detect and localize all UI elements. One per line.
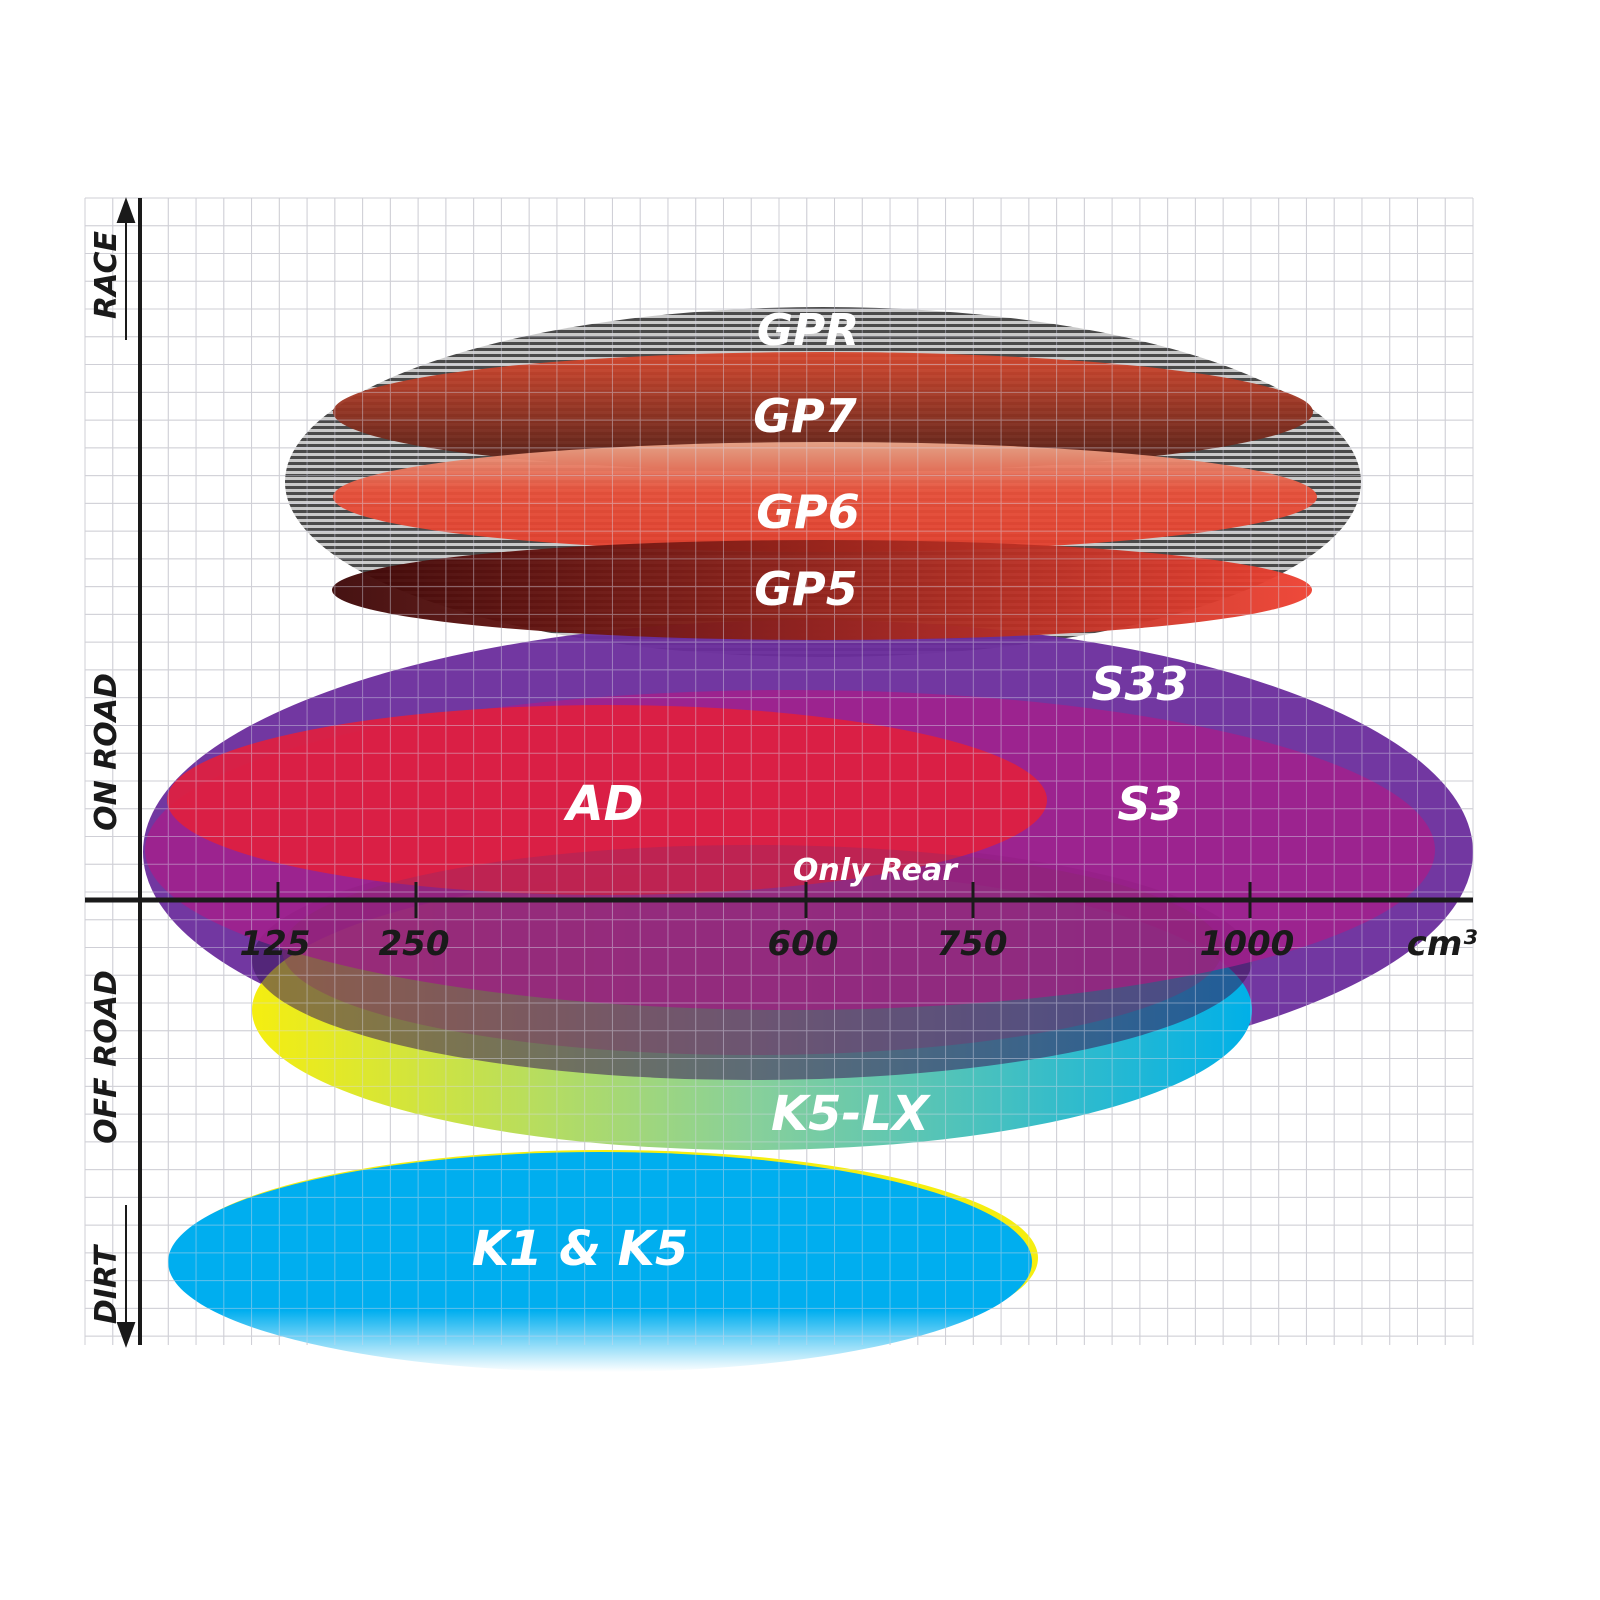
tick-label-600: 600 [768,924,839,964]
gp6-region [333,442,1317,552]
down-arrow-icon [116,1322,136,1348]
gpr-label: GPR [757,305,859,356]
x-ticks [276,882,1252,918]
gp7-region [333,352,1313,472]
grid-overlay [84,197,1474,1345]
tick-label-250: 250 [379,924,450,964]
gp7-label: GP7 [753,389,856,443]
dirt-label: DIRT [89,1243,124,1324]
gp6-label: GP6 [756,485,859,539]
tick-label-1000: 1000 [1200,924,1295,964]
side-arrows [116,197,136,1348]
s33-label: S33 [1091,657,1188,711]
ad-region [167,705,1047,895]
ad-label: AD [563,776,644,832]
unit-label: cm³ [1407,924,1478,964]
gp5-label: GP5 [754,562,857,616]
s3-label: S3 [1117,777,1182,831]
only-rear-label: Only Rear [793,853,959,888]
off-road-label: OFF ROAD [89,970,124,1144]
on-road-label: ON ROAD [89,673,124,831]
k1k5-region [168,1152,1032,1372]
k5lx-label: K5-LX [771,1086,931,1142]
race-label: RACE [89,231,124,319]
gp5-region [332,540,1312,640]
up-arrow-icon [116,197,136,223]
k1k5-label: K1 & K5 [472,1221,688,1277]
tick-label-125: 125 [240,924,311,964]
tick-label-750: 750 [937,924,1008,964]
